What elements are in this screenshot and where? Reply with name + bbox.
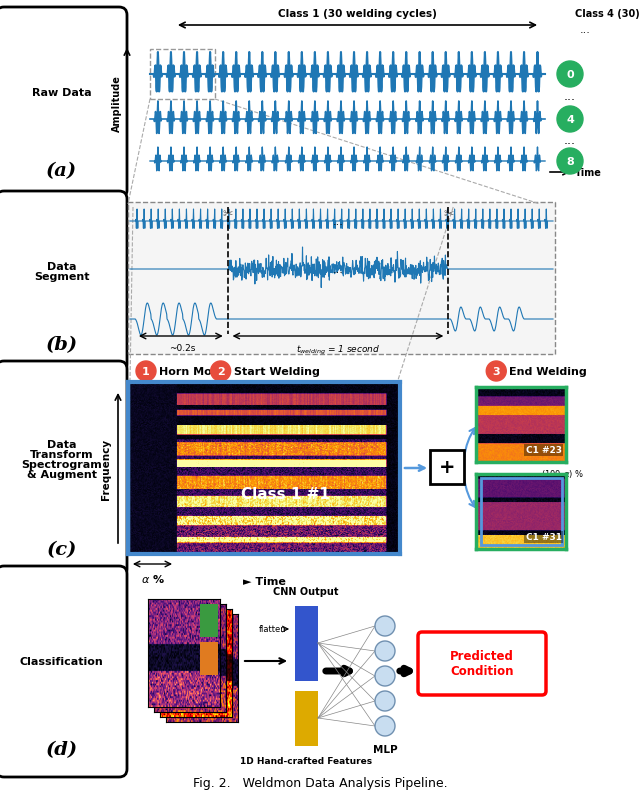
Text: Raw Data: Raw Data <box>32 88 92 99</box>
Circle shape <box>211 361 230 381</box>
Text: $\alpha$ %: $\alpha$ % <box>141 573 164 585</box>
Text: 0: 0 <box>566 70 574 80</box>
Text: 3: 3 <box>492 366 500 377</box>
Circle shape <box>136 361 156 381</box>
Text: flatten: flatten <box>259 625 287 634</box>
Text: C1 #23: C1 #23 <box>525 446 561 455</box>
Text: Time: Time <box>575 168 602 177</box>
Text: Class 4 (30): Class 4 (30) <box>575 9 640 19</box>
Bar <box>200 642 218 675</box>
FancyBboxPatch shape <box>418 632 546 695</box>
Circle shape <box>375 642 395 661</box>
Text: ...: ... <box>580 25 591 35</box>
FancyBboxPatch shape <box>0 192 127 373</box>
Bar <box>295 606 318 681</box>
Bar <box>200 605 218 637</box>
Text: CNN Output: CNN Output <box>273 586 339 597</box>
FancyBboxPatch shape <box>0 8 127 199</box>
Text: ...: ... <box>564 134 576 147</box>
Bar <box>150 50 215 100</box>
Text: $t_{welding}$ = 1 second: $t_{welding}$ = 1 second <box>296 344 380 357</box>
Text: ✂: ✂ <box>222 208 233 221</box>
Bar <box>295 691 318 746</box>
Text: Class 1 (30 welding cycles): Class 1 (30 welding cycles) <box>278 9 437 19</box>
Text: Class 1 #1: Class 1 #1 <box>241 487 330 502</box>
Text: Data: Data <box>47 439 76 450</box>
Circle shape <box>375 616 395 636</box>
Text: (b): (b) <box>45 336 77 353</box>
Text: Frequency: Frequency <box>101 438 111 499</box>
Text: $(100$-$\alpha)$ %: $(100$-$\alpha)$ % <box>541 467 584 479</box>
Text: Stacked
Spectrograms: Stacked Spectrograms <box>192 630 212 701</box>
Bar <box>128 202 555 355</box>
Text: Segment: Segment <box>34 272 89 282</box>
Text: ► Time: ► Time <box>243 577 285 586</box>
Circle shape <box>375 691 395 711</box>
Text: 4: 4 <box>566 115 574 124</box>
FancyBboxPatch shape <box>0 361 127 577</box>
Text: C1 #31: C1 #31 <box>525 533 561 542</box>
Circle shape <box>375 666 395 686</box>
Text: End Welding: End Welding <box>509 366 587 377</box>
Text: 1D Hand-crafted Features: 1D Hand-crafted Features <box>240 756 372 765</box>
Text: ...: ... <box>333 265 344 275</box>
Text: Amplitude: Amplitude <box>112 75 122 132</box>
Text: Horn Move: Horn Move <box>159 366 227 377</box>
Text: ...: ... <box>333 217 344 226</box>
FancyBboxPatch shape <box>0 566 127 777</box>
Text: (a): (a) <box>46 161 77 180</box>
Bar <box>481 478 561 545</box>
Text: 2: 2 <box>217 366 225 377</box>
Text: Classification: Classification <box>20 657 104 666</box>
Text: (d): (d) <box>45 740 77 758</box>
Text: ✂: ✂ <box>443 208 454 221</box>
Text: Spectrogram: Spectrogram <box>21 459 102 470</box>
Text: ...: ... <box>564 91 576 104</box>
Circle shape <box>486 361 506 381</box>
Text: MLP: MLP <box>372 744 397 754</box>
Text: 8: 8 <box>566 157 574 167</box>
Text: +: + <box>439 458 455 477</box>
Text: ~0.2s: ~0.2s <box>168 344 195 353</box>
Text: Transform: Transform <box>29 450 93 459</box>
Text: Fig. 2.   Weldmon Data Analysis Pipeline.: Fig. 2. Weldmon Data Analysis Pipeline. <box>193 777 447 789</box>
Circle shape <box>557 149 583 175</box>
Circle shape <box>375 716 395 736</box>
Bar <box>430 450 464 484</box>
Text: Start Welding: Start Welding <box>234 366 319 377</box>
Text: 1: 1 <box>142 366 150 377</box>
Text: Data: Data <box>47 262 76 272</box>
Text: & Augment: & Augment <box>26 470 97 479</box>
Circle shape <box>557 107 583 132</box>
Text: Predicted
Condition: Predicted Condition <box>450 649 514 677</box>
Circle shape <box>557 62 583 88</box>
Text: (c): (c) <box>46 540 77 558</box>
